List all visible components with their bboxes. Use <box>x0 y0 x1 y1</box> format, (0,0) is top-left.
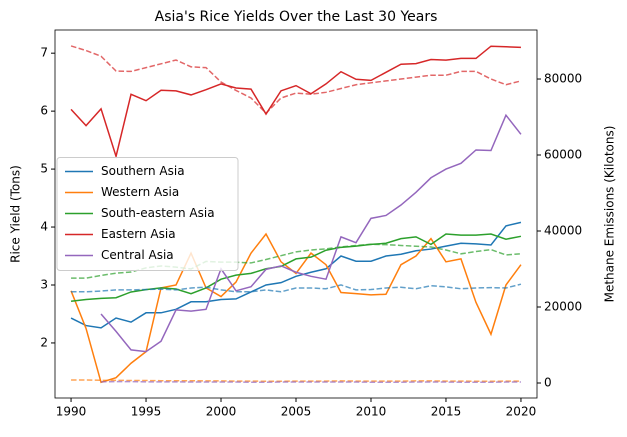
y-tick-label: 7 <box>40 46 48 60</box>
y-tick-label: 2 <box>40 335 48 349</box>
x-tick-label: 1990 <box>56 405 87 419</box>
series-line <box>71 379 521 383</box>
y2-tick-label: 80000 <box>544 72 582 86</box>
y-axis-label: Rice Yield (Tons) <box>9 165 23 263</box>
x-tick-label: 2010 <box>356 405 387 419</box>
x-tick-label: 1995 <box>131 405 162 419</box>
y-tick-label: 4 <box>40 220 48 234</box>
y-tick-label: 6 <box>40 104 48 118</box>
x-tick-label: 2005 <box>281 405 312 419</box>
y2-tick-label: 60000 <box>544 148 582 162</box>
series-line <box>71 283 522 293</box>
legend-label: Western Asia <box>101 185 179 199</box>
plot-frame <box>54 29 538 399</box>
series-line <box>101 380 521 383</box>
y-tick-label: 5 <box>40 162 48 176</box>
x-tick-label: 2020 <box>506 405 537 419</box>
series-line <box>70 221 522 329</box>
legend <box>56 157 239 271</box>
y2-axis-label: Methane Emissions (Kilotons) <box>603 126 617 303</box>
legend-label: Southern Asia <box>101 164 185 178</box>
y2-tick-label: 0 <box>544 375 552 389</box>
legend-label: Eastern Asia <box>101 227 176 241</box>
x-tick-label: 2015 <box>431 405 462 419</box>
x-tick-label: 2000 <box>206 405 237 419</box>
legend-label: South-eastern Asia <box>101 206 215 220</box>
y2-tick-label: 40000 <box>544 224 582 238</box>
series-line <box>70 45 521 160</box>
series-line <box>70 45 522 115</box>
y-tick-label: 3 <box>40 277 48 291</box>
series-line <box>100 113 522 353</box>
y2-tick-label: 20000 <box>544 299 582 313</box>
legend-label: Central Asia <box>101 248 174 262</box>
chart-title: Asia's Rice Yields Over the Last 30 Year… <box>155 9 438 25</box>
